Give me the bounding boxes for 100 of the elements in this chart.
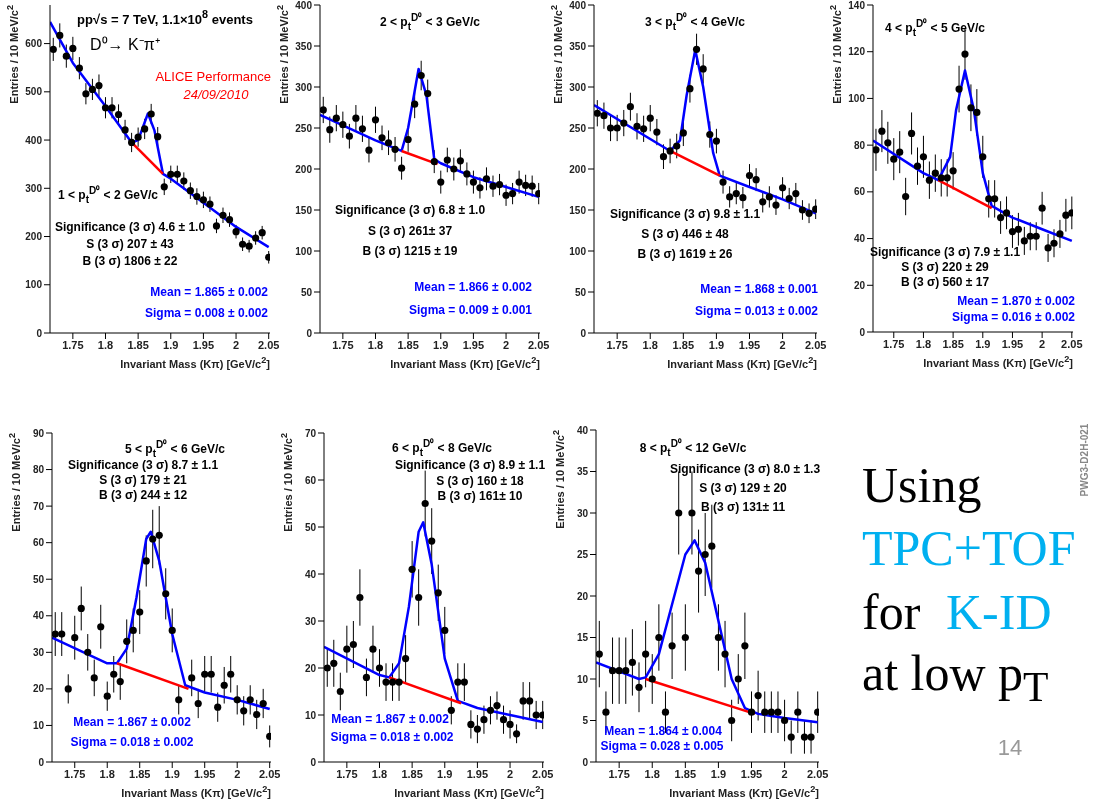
y-tick-label: 40 bbox=[32, 610, 45, 622]
annotation: Sigma = 0.028 ± 0.005 bbox=[600, 739, 724, 754]
point bbox=[434, 589, 442, 597]
point bbox=[734, 675, 742, 683]
point bbox=[64, 685, 72, 693]
point bbox=[668, 642, 676, 650]
point bbox=[443, 156, 451, 164]
point bbox=[493, 702, 501, 710]
y-tick-label: 500 bbox=[25, 86, 43, 98]
point bbox=[332, 114, 340, 122]
point bbox=[512, 730, 521, 738]
y-tick-label: 300 bbox=[25, 182, 43, 194]
x-tick-label: 2 bbox=[506, 767, 514, 780]
point bbox=[706, 130, 714, 139]
point bbox=[467, 720, 475, 728]
point bbox=[728, 716, 736, 725]
point bbox=[408, 565, 416, 573]
y-tick-label: 50 bbox=[300, 286, 313, 298]
x-tick-label: 2.05 bbox=[1061, 337, 1083, 350]
annotation: B (3 σ) 560 ± 17 bbox=[900, 275, 990, 290]
point bbox=[173, 170, 181, 178]
y-tick-label: 30 bbox=[304, 615, 317, 627]
point bbox=[437, 178, 445, 186]
y-tick-label: 60 bbox=[304, 474, 317, 486]
point bbox=[384, 139, 393, 147]
point bbox=[233, 696, 241, 704]
point bbox=[56, 31, 64, 39]
point bbox=[84, 648, 92, 656]
x-tick-label: 1.9 bbox=[708, 338, 725, 351]
text: 1 < p$_{t}$$^{D⁰}$ < 2 GeV/c bbox=[58, 185, 158, 205]
x-tick-label: 1.85 bbox=[397, 338, 419, 351]
point bbox=[726, 193, 734, 201]
line-series bbox=[596, 539, 819, 724]
y-tick-label: 40 bbox=[576, 424, 589, 436]
y-tick-label: 140 bbox=[848, 0, 866, 11]
annotation: Significance (3 σ) 8.7 ± 1.1 bbox=[67, 458, 219, 473]
point bbox=[489, 182, 497, 190]
point bbox=[719, 178, 727, 186]
y-tick-label: 100 bbox=[848, 92, 866, 104]
point bbox=[369, 645, 377, 653]
point bbox=[973, 108, 981, 117]
point bbox=[469, 178, 478, 186]
point bbox=[655, 633, 663, 642]
y-tick-label: 60 bbox=[853, 186, 866, 198]
point bbox=[447, 706, 455, 714]
point bbox=[82, 90, 90, 98]
point bbox=[75, 64, 83, 72]
point bbox=[1038, 204, 1046, 212]
point bbox=[712, 137, 721, 145]
point bbox=[688, 509, 696, 517]
point bbox=[482, 175, 491, 183]
point bbox=[785, 194, 793, 203]
y-tick-label: 60 bbox=[32, 537, 45, 549]
point bbox=[375, 664, 384, 672]
y-tick-label: 300 bbox=[569, 81, 587, 93]
point bbox=[326, 126, 334, 134]
y-tick-label: 90 bbox=[32, 427, 45, 439]
annotation: Mean = 1.865 ± 0.002 bbox=[150, 285, 268, 300]
y-tick-label: 200 bbox=[25, 231, 43, 243]
text: PWG3-D2H-021 bbox=[1078, 423, 1090, 497]
point bbox=[240, 707, 248, 715]
point bbox=[101, 104, 110, 112]
point bbox=[708, 542, 716, 550]
x-tick-label: 2 bbox=[234, 767, 241, 780]
x-tick-label: 1.8 bbox=[371, 767, 388, 780]
point bbox=[495, 180, 504, 189]
annotation: B (3 σ) 1806 ± 22 bbox=[82, 254, 178, 269]
point bbox=[794, 708, 802, 716]
text: 4 < p$_{t}$$^{D⁰}$ < 5 GeV/c bbox=[885, 18, 985, 38]
x-axis-title: Invariant Mass (Kπ) [GeV/c$^{2}$] bbox=[120, 355, 270, 370]
point bbox=[1044, 244, 1052, 252]
y-tick-label: 400 bbox=[569, 0, 587, 11]
text: for bbox=[862, 583, 921, 640]
point bbox=[890, 155, 898, 163]
y-tick-label: 0 bbox=[310, 756, 317, 768]
point bbox=[626, 103, 634, 111]
x-tick-label: 1.85 bbox=[127, 338, 149, 351]
y-tick-label: 40 bbox=[304, 568, 317, 580]
point bbox=[528, 182, 536, 190]
y-tick-label: 400 bbox=[295, 0, 313, 11]
x-axis-title: Invariant Mass (Kπ) [GeV/c$^{2}$] bbox=[667, 355, 817, 370]
point bbox=[596, 650, 603, 658]
y-tick-label: 15 bbox=[576, 632, 589, 644]
annotation: S (3 σ) 220 ± 29 bbox=[901, 260, 989, 275]
point bbox=[136, 608, 144, 616]
point bbox=[919, 153, 928, 161]
point bbox=[979, 153, 987, 161]
point bbox=[772, 201, 780, 209]
point bbox=[778, 184, 787, 192]
point bbox=[194, 699, 202, 708]
x-tick-label: 1.9 bbox=[710, 767, 727, 780]
x-axis-title: Invariant Mass (Kπ) [GeV/c$^{2}$] bbox=[923, 354, 1073, 369]
point bbox=[114, 110, 123, 119]
point bbox=[721, 650, 729, 658]
x-tick-label: 1.75 bbox=[62, 338, 84, 351]
x-tick-label: 1.9 bbox=[437, 767, 453, 780]
point bbox=[116, 677, 124, 686]
annotation: S (3 σ) 129 ± 20 bbox=[699, 481, 787, 496]
x-tick-label: 1.8 bbox=[99, 767, 115, 780]
x-axis-title: Invariant Mass (Kπ) [GeV/c$^{2}$] bbox=[121, 784, 271, 799]
